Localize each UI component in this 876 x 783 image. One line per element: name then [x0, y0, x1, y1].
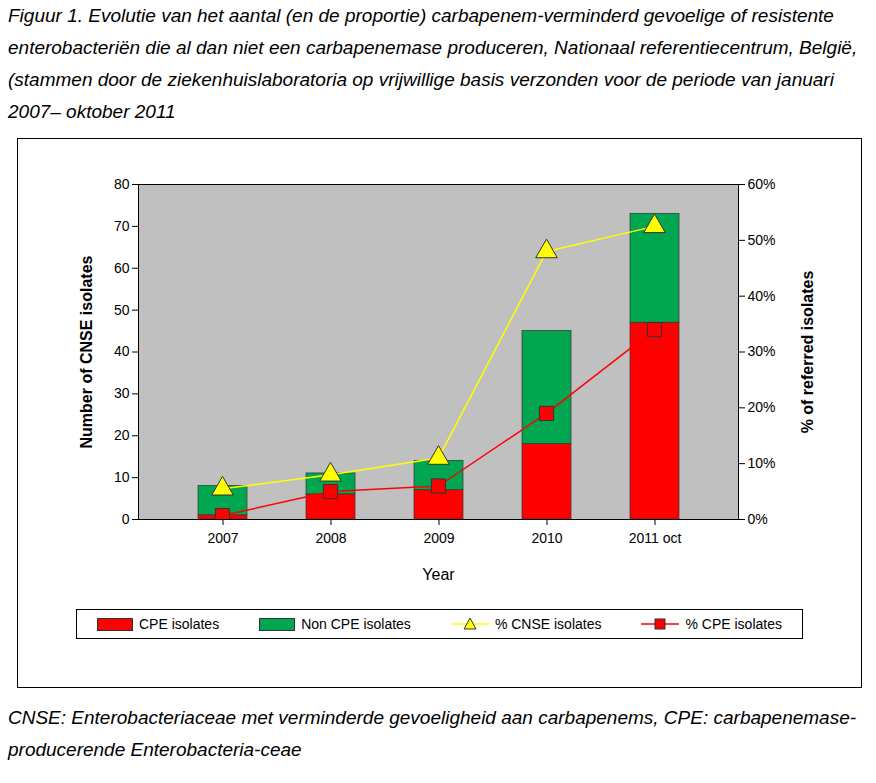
svg-text:20%: 20%	[748, 399, 776, 415]
svg-text:2007: 2007	[207, 530, 238, 546]
html-text:% CPE isolates: % CPE isolates	[685, 616, 782, 632]
html-text:% CNSE isolates: % CNSE isolates	[494, 616, 602, 632]
svg-text:20: 20	[114, 427, 130, 443]
svg-text:60: 60	[114, 260, 130, 276]
svg-text:2010: 2010	[531, 530, 562, 546]
html-text:CPE isolates: CPE isolates	[139, 616, 220, 632]
svg-text:2008: 2008	[315, 530, 346, 546]
svg-text:Number of CNSE isolates: Number of CNSE isolates	[78, 255, 95, 448]
svg-text:40%: 40%	[748, 288, 776, 304]
html-text:Non CPE isolates: Non CPE isolates	[301, 616, 411, 632]
svg-text:10: 10	[114, 469, 130, 485]
svg-text:0: 0	[122, 511, 130, 527]
svg-text:50: 50	[114, 302, 130, 318]
svg-text:% of referred isolates: % of referred isolates	[799, 271, 816, 434]
svg-text:2009: 2009	[423, 530, 454, 546]
html-text:Figuur 1. Evolutie van het aan: Figuur 1. Evolutie van het aantal (en de…	[8, 5, 858, 122]
svg-text:40: 40	[114, 343, 130, 359]
svg-text:30%: 30%	[748, 343, 776, 359]
svg-text:50%: 50%	[748, 232, 776, 248]
svg-text:80: 80	[114, 176, 130, 192]
svg-text:Year: Year	[422, 566, 455, 583]
svg-text:70: 70	[114, 218, 130, 234]
svg-text:2011 oct: 2011 oct	[629, 530, 682, 546]
svg-text:0%: 0%	[748, 511, 768, 527]
svg-text:60%: 60%	[748, 176, 776, 192]
svg-text:10%: 10%	[748, 455, 776, 471]
svg-text:30: 30	[114, 385, 130, 401]
html-text:CNSE: Enterobacteriaceae met v: CNSE: Enterobacteriaceae met verminderde…	[8, 707, 857, 760]
